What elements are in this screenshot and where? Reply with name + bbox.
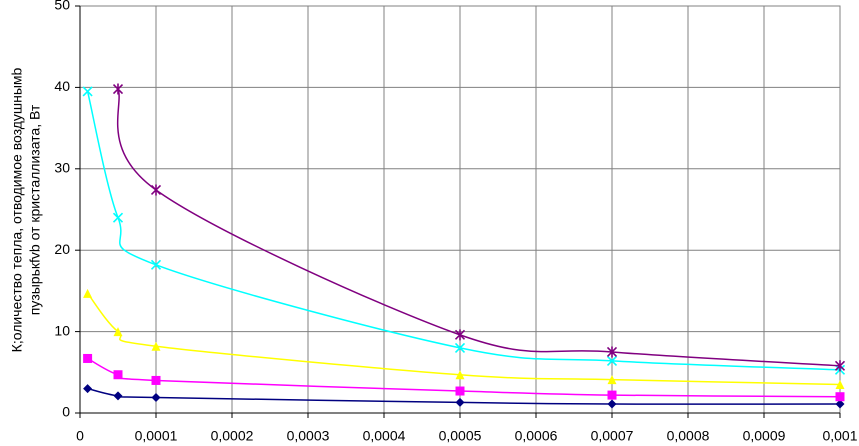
marker bbox=[607, 375, 617, 385]
marker bbox=[606, 346, 618, 358]
marker bbox=[150, 184, 162, 196]
marker bbox=[113, 391, 123, 401]
marker bbox=[835, 399, 845, 409]
marker bbox=[83, 384, 93, 394]
marker bbox=[835, 380, 845, 390]
marker bbox=[112, 212, 124, 223]
y-tick-label: 10 bbox=[54, 322, 70, 338]
marker bbox=[151, 341, 161, 351]
y-label-line: пузырькfvb от кристаллизата, Вт bbox=[27, 104, 43, 315]
y-axis-label: К;оличество тепла, отводимое воздушнымb … bbox=[9, 67, 43, 352]
marker bbox=[455, 386, 465, 396]
y-label-line: К;оличество тепла, отводимое воздушнымb bbox=[9, 67, 25, 352]
marker bbox=[834, 360, 846, 372]
x-tick-label: 0,0009 bbox=[743, 428, 786, 444]
x-tick-label: 0,0007 bbox=[591, 428, 634, 444]
marker bbox=[455, 370, 465, 380]
marker bbox=[83, 288, 93, 298]
marker bbox=[606, 355, 618, 366]
marker bbox=[151, 393, 161, 403]
x-tick-label: 0,0003 bbox=[287, 428, 330, 444]
x-tick-label: 0,0006 bbox=[515, 428, 558, 444]
marker bbox=[113, 370, 123, 380]
marker bbox=[83, 353, 93, 363]
marker bbox=[151, 375, 161, 385]
marker bbox=[113, 327, 123, 337]
x-tick-label: 0,0004 bbox=[363, 428, 406, 444]
y-tick-label: 20 bbox=[54, 241, 70, 257]
marker bbox=[607, 399, 617, 409]
y-tick-label: 30 bbox=[54, 160, 70, 176]
y-tick-label: 40 bbox=[54, 78, 70, 94]
x-tick-label: 0,0001 bbox=[135, 428, 178, 444]
x-tick-label: 0,0002 bbox=[211, 428, 254, 444]
x-tick-label: 0,0005 bbox=[439, 428, 482, 444]
x-tick-label: 0,001 bbox=[822, 428, 857, 444]
marker bbox=[454, 329, 466, 341]
marker bbox=[150, 259, 162, 270]
x-tick-label: 0,0008 bbox=[667, 428, 710, 444]
y-tick-label: 0 bbox=[62, 404, 70, 420]
marker bbox=[607, 390, 617, 400]
marker bbox=[112, 83, 124, 95]
marker bbox=[835, 392, 845, 402]
y-tick-label: 50 bbox=[54, 0, 70, 13]
marker bbox=[455, 397, 465, 407]
marker bbox=[454, 342, 466, 353]
marker bbox=[82, 86, 93, 97]
x-tick-label: 0 bbox=[76, 428, 84, 444]
